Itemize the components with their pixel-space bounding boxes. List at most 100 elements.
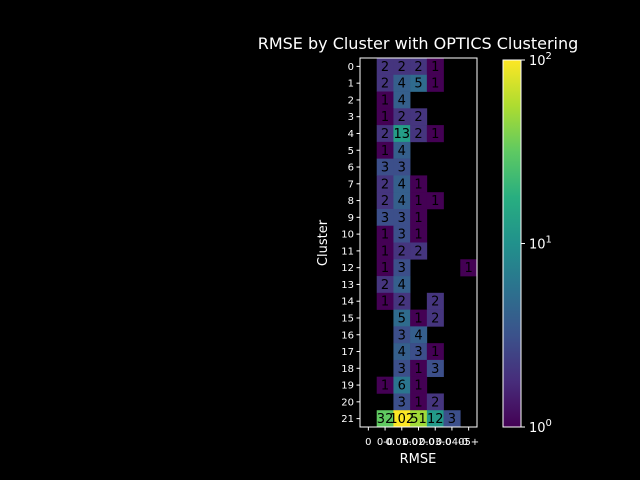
y-tick-label: 0 [348,62,354,73]
heatmap-cell [393,359,411,377]
y-tick-label: 6 [348,163,354,174]
cell-value-label: 4 [398,278,406,293]
x-tick-label: 0-0 [377,437,393,448]
cell-value-label: 1 [414,228,422,243]
cell-value-label: 1 [414,211,422,226]
cell-value-label: 1 [431,345,439,360]
cell-value-label: 4 [398,93,406,108]
y-tick-label: 9 [348,213,354,224]
cell-value-label: 2 [414,110,422,125]
heatmap-cell [376,158,394,176]
cell-value-label: 102 [389,412,414,427]
heatmap-cell [376,208,394,227]
heatmap-cell [410,192,428,210]
cell-value-label: 1 [465,261,473,276]
heatmap-cell [393,343,411,361]
heatmap-cell [393,125,411,143]
cell-value-label: 2 [381,194,389,209]
cell-value-label: 2 [381,77,389,92]
heatmap-cell-labels: 2 2 2 12 4 5 11 41 2 22 13 2 11 43 32 4 12 4 1 13 3 11 3 11 2 21 3… [377,60,473,427]
heatmap-cell [376,192,394,210]
cell-value-label: 6 [398,379,406,394]
heatmap-cell [426,359,444,377]
cell-value-label: 1 [381,110,389,125]
cell-value-label: 1 [414,379,422,394]
y-tick-label: 17 [341,347,354,358]
cell-value-label: 3 [398,211,406,226]
heatmap-cell [410,309,428,327]
heatmap-cell [426,393,444,411]
heatmap-cell [426,125,444,143]
heatmap-cell [393,276,411,294]
heatmap-cell [426,343,444,361]
cell-value-label: 4 [398,144,406,159]
cell-value-label: 1 [381,244,389,259]
cell-value-label: 5 [398,311,406,326]
heatmap-cell [393,141,411,159]
heatmap-cell [393,326,411,344]
cell-value-label: 3 [448,412,456,427]
heatmap-cell [376,74,394,92]
heatmap-cell [410,326,428,344]
heatmap-cell [460,259,478,277]
colorbar-tick-label: 100 [529,418,552,436]
heatmap-cell [426,192,444,210]
cell-value-label: 2 [414,60,422,75]
x-tick-label: 0 [365,437,371,448]
y-tick-label: 21 [341,414,354,425]
y-tick-label: 20 [341,397,354,408]
y-tick-label: 19 [341,381,354,392]
heatmap-cell [410,410,428,428]
heatmap-cell [376,410,394,428]
y-tick-label: 8 [348,196,354,207]
cell-value-label: 1 [431,127,439,142]
heatmap-cell [410,108,428,126]
heatmap-cell [410,359,428,377]
heatmap-cell [376,292,394,310]
cell-value-label: 4 [398,77,406,92]
cell-value-label: 1 [414,311,422,326]
cell-value-label: 2 [381,60,389,75]
x-tick-label: 05+ [458,437,479,448]
y-tick-label: 2 [348,95,354,106]
y-axis-label: Cluster [316,219,331,266]
cell-value-label: 1 [381,261,389,276]
cell-value-label: 2 [431,395,439,410]
cell-value-label: 1 [414,362,422,377]
heatmap-cell [426,292,444,310]
cell-value-label: 1 [381,295,389,310]
heatmap-cell [410,225,428,243]
cell-value-label: 3 [398,328,406,343]
heatmap-cell [393,74,411,92]
cell-value-label: 2 [398,244,406,259]
heatmap-cell [410,125,428,143]
cell-value-label: 3 [381,211,389,226]
cell-value-label: 1 [414,194,422,209]
colorbar-ticks: 100 101 102 [521,51,552,436]
heatmap-cell [393,91,411,109]
heatmap-cell [410,74,428,92]
cell-value-label: 3 [414,345,422,360]
cell-value-label: 4 [398,177,406,192]
heatmap-cell [376,259,394,277]
cell-value-label: 3 [381,161,389,176]
cell-value-label: 2 [381,127,389,142]
heatmap-cell [393,225,411,243]
heatmap-cell [376,225,394,243]
cell-value-label: 3 [398,261,406,276]
y-tick-label: 15 [341,313,354,324]
x-tick-label: 0.02-0 [402,437,434,448]
y-tick-label: 12 [341,263,354,274]
cell-value-label: 2 [398,60,406,75]
heatmap-cell [426,410,444,428]
y-tick-label: 1 [348,79,354,90]
heatmap-cell [393,309,411,327]
y-tick-label: 11 [341,246,354,257]
cell-value-label: 1 [381,379,389,394]
heatmap-cell [393,242,411,260]
cell-value-label: 3 [398,161,406,176]
heatmap-cell [376,376,394,394]
y-tick-label: 4 [348,129,354,140]
